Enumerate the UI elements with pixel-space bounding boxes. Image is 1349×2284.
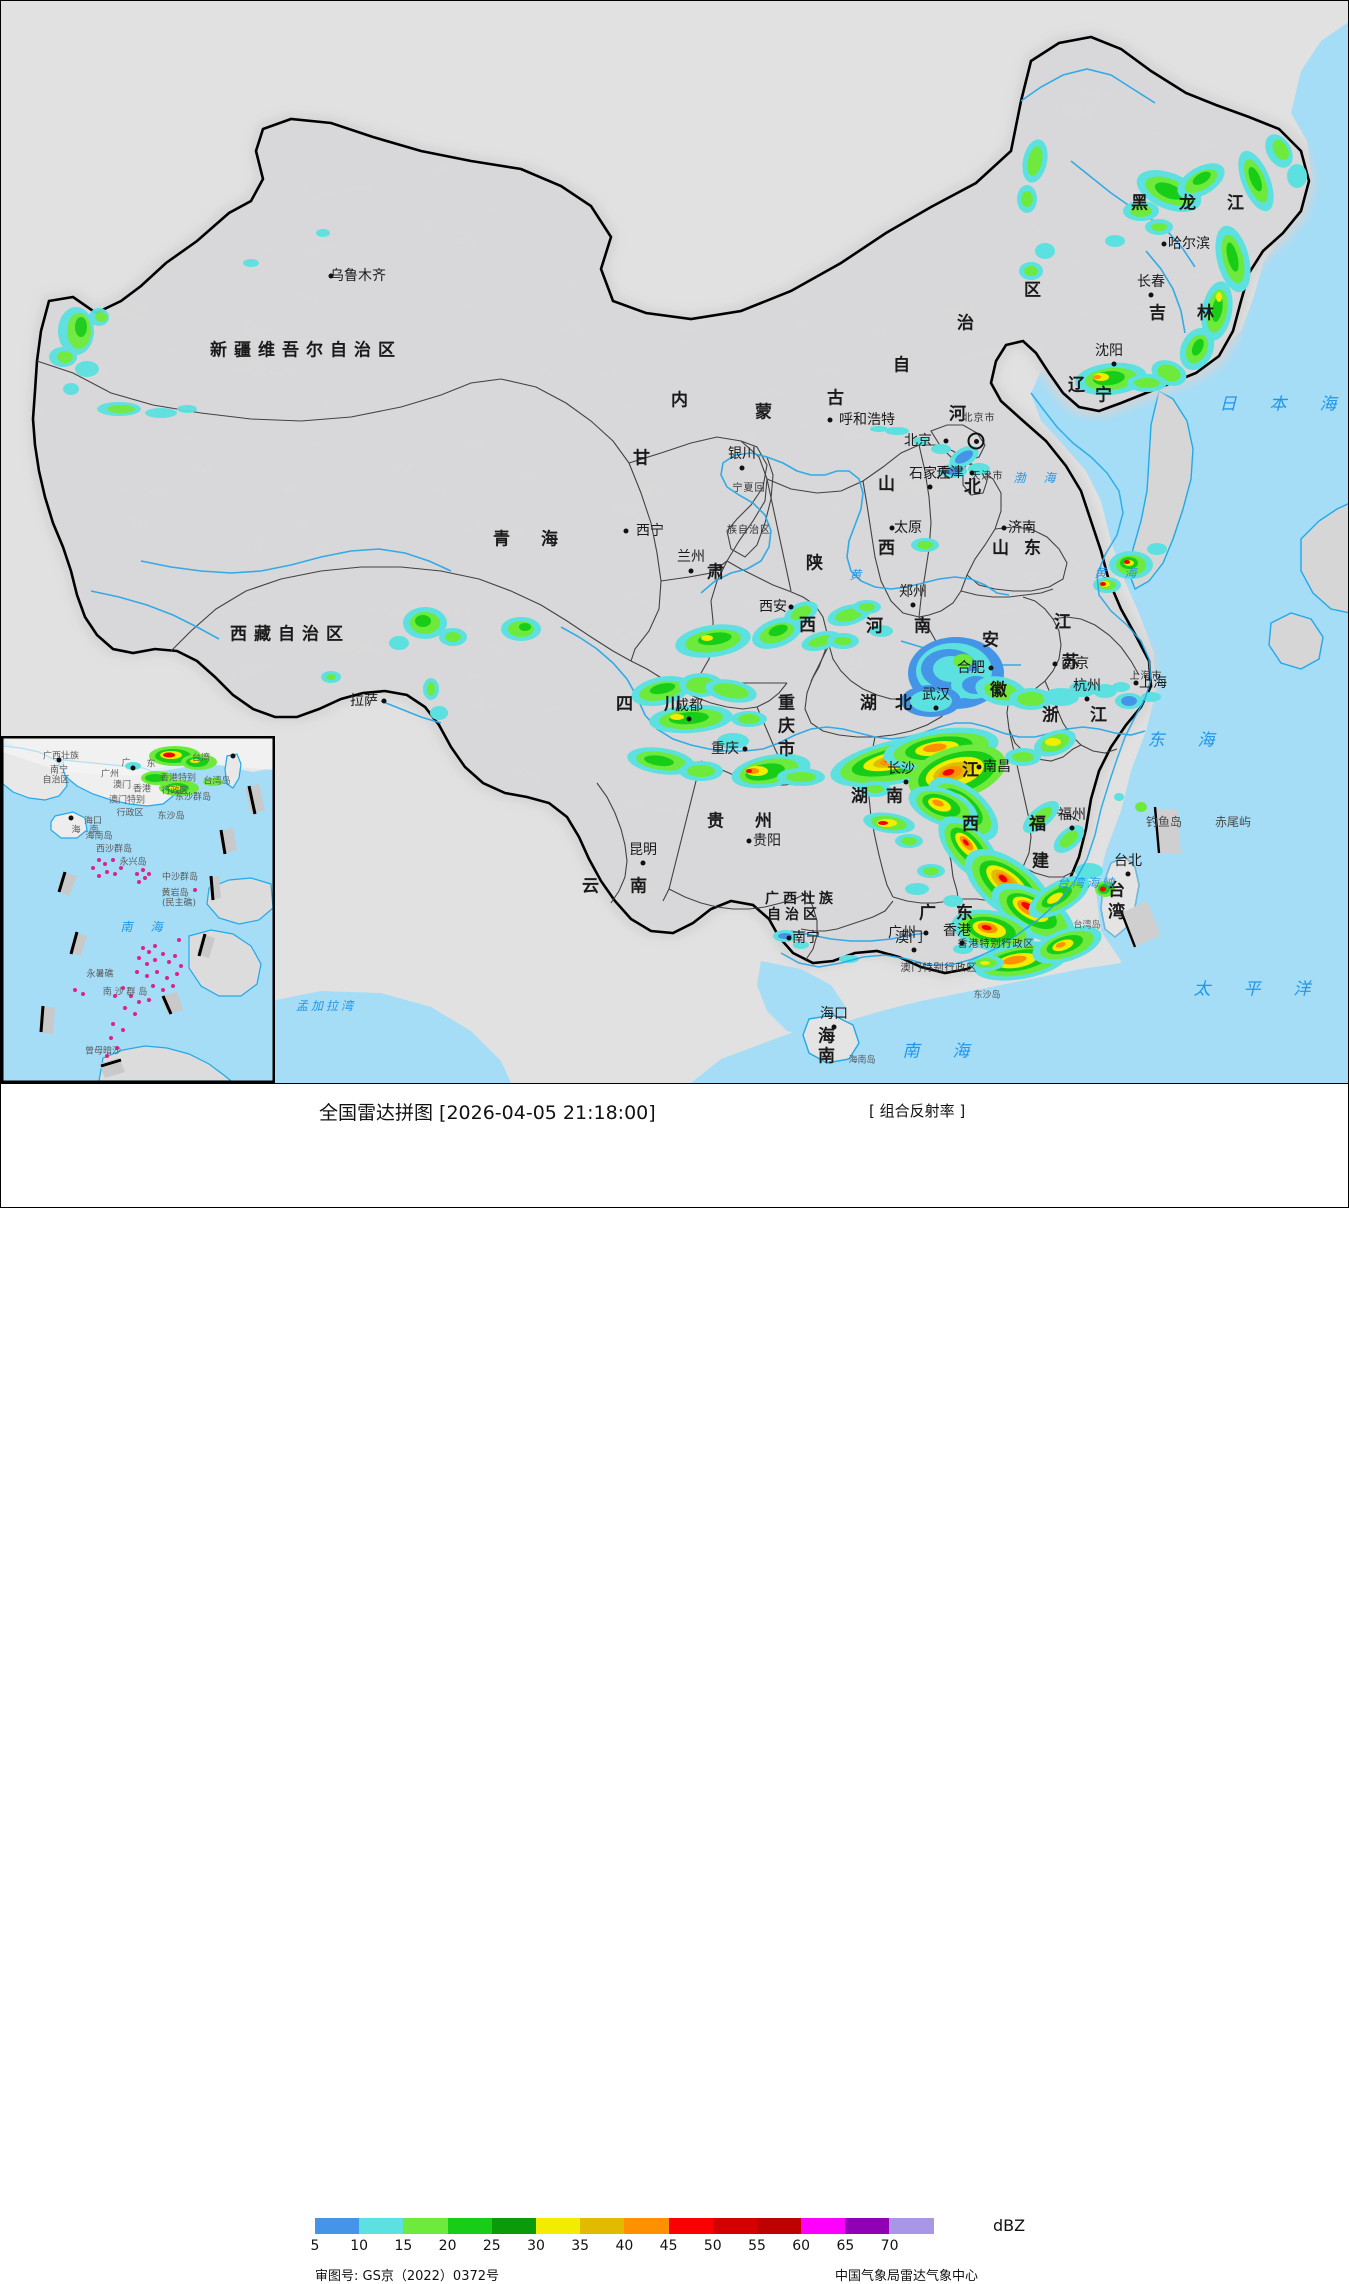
echo-northeast [1017,134,1307,396]
inset-map [3,738,273,1081]
china-radar-map [1,1,1348,1083]
colorbar-tick-45: 45 [659,2238,678,2254]
colorbar-tick-25: 25 [482,2238,501,2254]
colorbar-cell-65[interactable] [845,2218,890,2234]
colorbar-cell-55[interactable] [756,2218,802,2234]
colorbar-cell-60[interactable] [801,2218,846,2234]
inset-echo-layer [125,746,223,796]
nine-dash-line [39,784,265,1078]
radar-echo-layer [49,134,1307,981]
map-approval-number: 审图号: GS京（2022）0372号 [315,2269,500,2284]
colorbar-cell-45[interactable] [668,2218,713,2234]
dbz-colorbar[interactable] [315,2218,934,2234]
echo-taiwan [1095,793,1147,897]
echo-sichuan [627,601,841,781]
radar-map-app: 新疆维吾尔自治区 西藏自治区青 海甘肃内蒙古自治区黑 龙 江吉 林辽宁河北山西陕西… [0,0,1349,1208]
colorbar-tick-30: 30 [527,2238,545,2254]
echo-beijing [870,426,990,478]
legend-title: 全国雷达拼图 [2026-04-05 21:18:00] [319,1102,656,1124]
colorbar-cell-15[interactable] [403,2218,448,2234]
colorbar-cell-5[interactable] [315,2218,360,2234]
colorbar-tick-65: 65 [836,2238,855,2254]
echo-chongqing [731,753,825,789]
colorbar-cell-70[interactable] [889,2218,934,2234]
echo-yellow-sea [1093,543,1167,593]
south-china-sea-inset[interactable]: 广西壮族 自治区 南宁广东广州 澳门 香港 香港特别 行政区 澳门特别 行政区 台湾 台湾岛 东沙群岛… [1,736,275,1083]
colorbar-cell-10[interactable] [359,2218,404,2234]
colorbar-tick-35: 35 [571,2238,590,2254]
map-panel[interactable]: 新疆维吾尔自治区 西藏自治区青 海甘肃内蒙古自治区黑 龙 江吉 林辽宁河北山西陕西… [1,1,1348,1083]
province-borders [36,360,1140,962]
coastline [780,392,1152,968]
dbz-unit-label: dBZ [993,2216,1026,2235]
echo-southeast-main [830,727,1103,981]
echo-xinjiang [49,229,330,418]
colorbar-tick-5: 5 [310,2238,320,2254]
colorbar-tick-10: 10 [350,2238,369,2254]
colorbar-cell-35[interactable] [580,2218,625,2234]
colorbar-cell-50[interactable] [712,2218,757,2234]
colorbar-tick-50: 50 [703,2238,722,2254]
echo-anhui-hubei [901,637,1130,717]
colorbar-tick-40: 40 [615,2238,634,2254]
product-label: [ 组合反射率 ] [869,1102,966,1120]
reef-markers [73,858,197,1058]
colorbar-cell-20[interactable] [447,2218,492,2234]
colorbar-cell-30[interactable] [535,2218,581,2234]
colorbar-cell-25[interactable] [491,2218,536,2234]
colorbar-tick-60: 60 [792,2238,811,2254]
issuing-agency: 中国气象局雷达气象中心 [835,2269,979,2284]
colorbar-tick-70: 70 [880,2238,899,2254]
echo-henan [827,538,939,649]
legend-panel: 全国雷达拼图 [2026-04-05 21:18:00] [ 组合反射率 ] 5… [1,1083,1348,2284]
colorbar-tick-55: 55 [748,2238,766,2254]
colorbar-tick-15: 15 [394,2238,413,2254]
colorbar-cell-40[interactable] [624,2218,669,2234]
maritime-boundary-marks [1119,806,1181,948]
colorbar-tick-20: 20 [438,2238,457,2254]
echo-tibet [321,607,541,720]
